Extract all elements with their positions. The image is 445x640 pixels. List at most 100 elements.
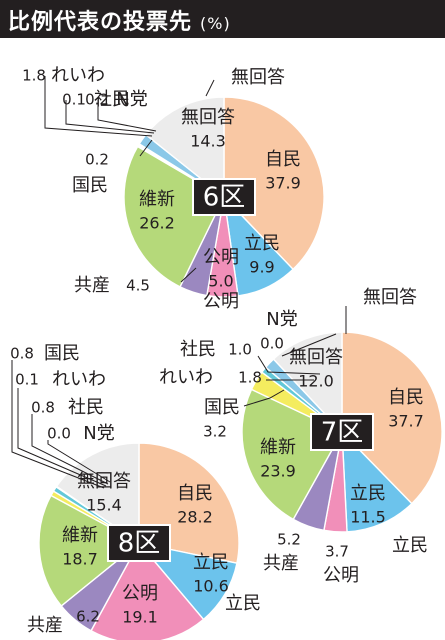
- value-共産: 5.2: [277, 531, 301, 549]
- slice-party-label: 公明: [122, 583, 158, 604]
- value-N党: 0.0: [260, 335, 284, 353]
- leader-line: [139, 139, 153, 157]
- slice-value-label: 26.2: [139, 214, 175, 233]
- district-label: 6区: [203, 183, 246, 213]
- leader-line: [281, 333, 337, 357]
- party-無回答-outside: 無回答: [231, 67, 285, 88]
- slice-value-label: 10.6: [193, 577, 229, 596]
- slice-party-label: 公明: [203, 247, 239, 268]
- value-社民: 0.8: [31, 399, 55, 417]
- value-N党: 0.0: [47, 425, 71, 443]
- slice-自民: [223, 96, 325, 271]
- leader-line: [243, 389, 285, 407]
- party-立民: 立民: [392, 535, 428, 556]
- slice-value-label: 23.9: [260, 462, 296, 481]
- slice-party-label: 自民: [265, 149, 301, 170]
- party-N党: N党: [83, 423, 114, 444]
- slice-無回答: [272, 331, 343, 434]
- slice-party-label: 自民: [177, 483, 213, 504]
- value-N党: 0.2: [85, 91, 109, 109]
- value-社民: 1.0: [228, 341, 252, 359]
- value-れいわ: 1.8: [238, 369, 262, 387]
- slice-value-label: 11.5: [350, 508, 386, 527]
- slice-party-label: 無回答: [181, 107, 235, 128]
- value-国民: 0.2: [85, 151, 109, 169]
- party-公明: 公明: [203, 291, 239, 312]
- district-badge: 7区: [310, 413, 374, 451]
- slice-維新: [123, 145, 225, 288]
- party-N党: N党: [116, 89, 147, 110]
- district-label: 7区: [321, 418, 364, 448]
- slice-party-label: 立民: [244, 233, 280, 254]
- slice-party-label: 自民: [388, 387, 424, 408]
- leader-line: [17, 388, 107, 487]
- chart-header: 比例代表の投票先 (%): [0, 0, 445, 38]
- slice-party-label: 維新: [139, 189, 175, 210]
- value-公明: 3.7: [325, 543, 349, 561]
- leader-line: [65, 100, 155, 134]
- value-れいわ: 1.8: [22, 67, 46, 85]
- slice-value-label: 28.2: [177, 508, 213, 527]
- chart-title: 比例代表の投票先 (%): [8, 10, 231, 35]
- party-公明: 公明: [323, 565, 359, 586]
- slice-value-label: 18.7: [62, 550, 98, 569]
- value-共産: 4.5: [126, 277, 150, 295]
- party-れいわ: れいわ: [52, 369, 106, 390]
- slice-value-label: 9.9: [249, 258, 274, 277]
- party-共産: 共産: [27, 615, 63, 636]
- party-れいわ: れいわ: [51, 65, 105, 86]
- party-社民: 社民: [94, 89, 130, 110]
- leader-line: [11, 360, 105, 489]
- district-label: 8区: [118, 529, 161, 559]
- slice-value-label: 15.4: [86, 496, 122, 515]
- slice-value-label: 37.9: [265, 174, 301, 193]
- party-共産: 共産: [74, 275, 110, 296]
- slice-value-label: 5.0: [208, 272, 233, 291]
- party-共産: 共産: [263, 553, 299, 574]
- slice-立民: [341, 430, 413, 533]
- leader-line: [205, 79, 215, 97]
- leader-line: [31, 414, 109, 485]
- slice-value-label: 14.3: [190, 132, 226, 151]
- value-国民: 3.2: [203, 423, 227, 441]
- slice-立民: [137, 541, 238, 621]
- district-badge: 8区: [107, 524, 171, 562]
- party-社民: 社民: [68, 397, 104, 418]
- party-無回答-outside: 無回答: [363, 287, 417, 308]
- slice-party-label: 無回答: [289, 347, 343, 368]
- slice-party-label: 維新: [62, 525, 98, 546]
- party-国民: 国民: [204, 397, 240, 418]
- slice-無回答: [144, 96, 225, 199]
- chart-unit: (%): [200, 14, 231, 33]
- value-社民: 0.1: [62, 91, 86, 109]
- district-badge: 6区: [192, 178, 256, 216]
- slice-party-label: 維新: [260, 437, 296, 458]
- slice-無回答: [55, 442, 140, 545]
- value-れいわ: 0.1: [15, 371, 39, 389]
- leader-line: [180, 267, 197, 283]
- pie-chart-7区: 7区 自民 37.7 立民 11.5 維新 23.9 無回答 12.0: [241, 331, 443, 533]
- slice-value-label: 37.7: [388, 412, 424, 431]
- party-国民: 国民: [44, 343, 80, 364]
- leader-line: [44, 76, 153, 137]
- party-れいわ: れいわ: [159, 367, 213, 388]
- leader-line: [47, 440, 111, 483]
- slice-公明: [90, 541, 205, 640]
- party-国民: 国民: [72, 175, 108, 196]
- value-国民: 0.8: [10, 345, 34, 363]
- slice-party-label: 立民: [193, 552, 229, 573]
- slice-party-label: 立民: [350, 483, 386, 504]
- slice-自民: [341, 331, 443, 505]
- party-N党: N党: [266, 309, 297, 330]
- leader-line: [257, 355, 321, 375]
- slice-維新: [38, 494, 141, 607]
- party-社民: 社民: [180, 339, 216, 360]
- party-立民: 立民: [225, 593, 261, 614]
- leader-line: [97, 100, 157, 132]
- slice-value-label: 19.1: [122, 608, 158, 627]
- slice-value-label: 6.2: [76, 608, 100, 626]
- slice-value-label: 12.0: [298, 372, 334, 391]
